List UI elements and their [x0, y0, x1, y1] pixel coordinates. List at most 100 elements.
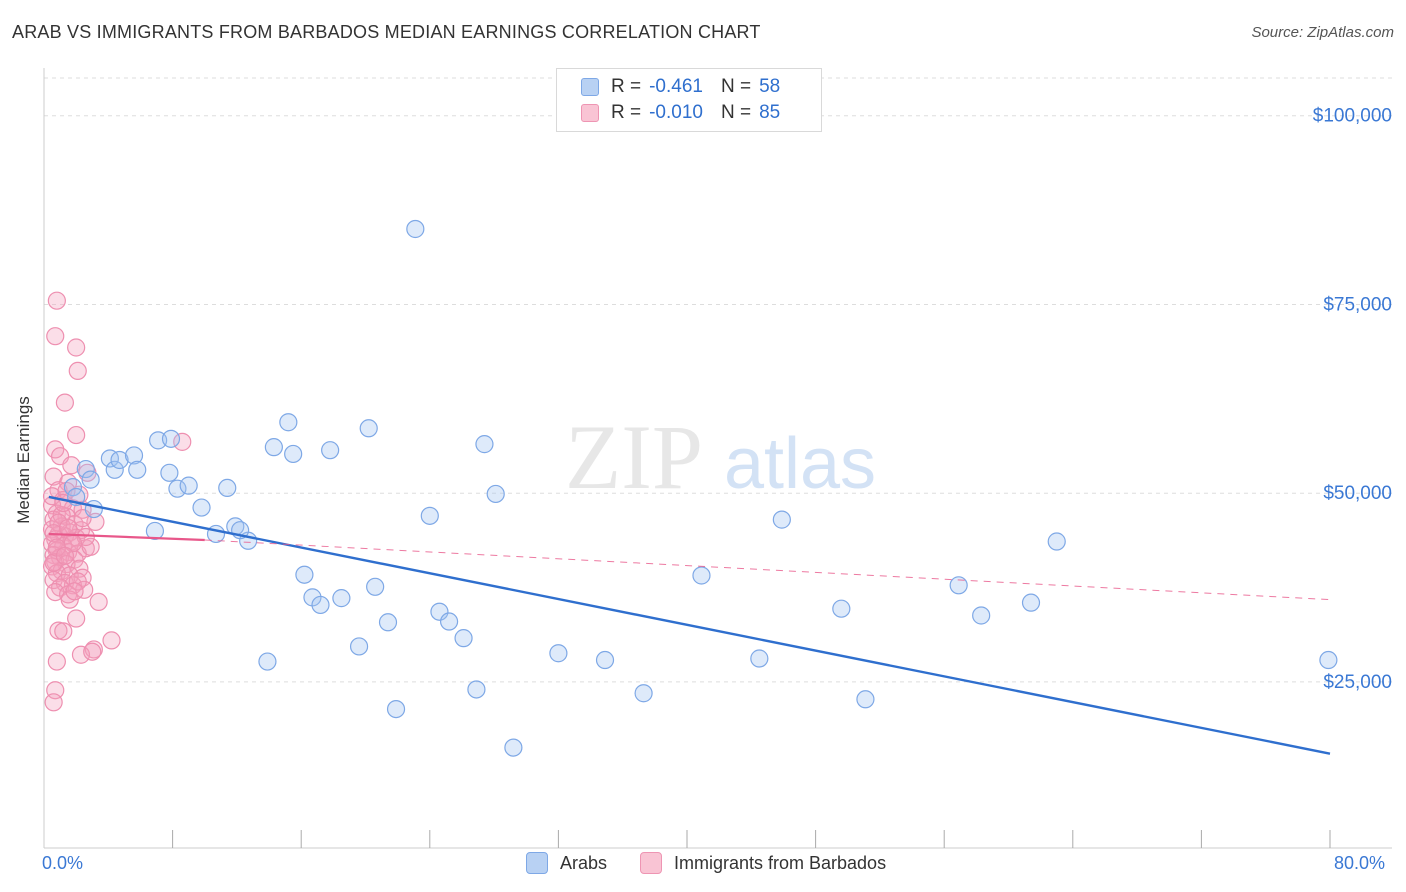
point-barbados — [68, 361, 87, 381]
point-arabs — [504, 738, 523, 757]
point-arabs — [549, 644, 568, 663]
x-tick-label-min: 0.0% — [42, 853, 84, 873]
point-barbados — [44, 553, 63, 572]
chart-title: ARAB VS IMMIGRANTS FROM BARBADOS MEDIAN … — [12, 22, 761, 42]
point-arabs — [949, 576, 968, 595]
watermark-atlas: atlas — [724, 424, 876, 504]
point-barbados — [65, 582, 84, 601]
point-arabs — [76, 459, 95, 479]
trend-line-barbados — [48, 532, 205, 542]
point-arabs — [160, 463, 179, 482]
point-barbados — [62, 456, 81, 475]
bottom-legend-swatch-barbados — [640, 852, 662, 874]
point-barbados — [47, 291, 66, 310]
bottom-legend-arabs: Arabs — [526, 852, 607, 874]
point-arabs — [430, 602, 449, 621]
point-arabs — [295, 565, 314, 584]
point-arabs — [63, 478, 83, 497]
point-barbados — [83, 642, 102, 661]
point-barbados — [67, 609, 86, 628]
point-arabs — [168, 479, 187, 498]
axes — [43, 68, 1392, 849]
legend-n-label: N = — [720, 102, 752, 123]
point-arabs — [84, 499, 103, 519]
point-arabs — [750, 649, 769, 668]
point-arabs — [467, 680, 486, 699]
point-arabs — [321, 441, 340, 460]
point-arabs — [856, 690, 875, 709]
point-barbados — [49, 621, 68, 640]
point-barbados — [46, 327, 65, 346]
legend-swatch-barbados — [581, 104, 599, 122]
legend: R = -0.461 N = 58 R = -0.010 N = 85 — [556, 68, 822, 132]
point-arabs — [972, 606, 991, 625]
point-arabs — [192, 498, 211, 517]
point-arabs — [359, 419, 378, 438]
point-barbados — [67, 425, 86, 445]
point-arabs — [100, 449, 120, 468]
trend-line-barbados-dashed — [204, 539, 1331, 601]
point-barbados — [71, 645, 91, 664]
point-arabs — [378, 613, 398, 632]
grid-lines — [44, 77, 1392, 683]
point-arabs — [284, 444, 303, 464]
point-arabs — [311, 595, 330, 615]
point-arabs — [692, 566, 711, 585]
legend-r-value: -0.010 — [649, 102, 703, 123]
legend-swatch-arabs — [581, 78, 599, 96]
point-arabs — [105, 460, 124, 479]
point-arabs — [1319, 650, 1338, 670]
point-arabs — [439, 612, 459, 631]
bottom-legend-label: Immigrants from Barbados — [674, 852, 887, 873]
point-arabs — [179, 476, 198, 495]
point-arabs — [279, 413, 298, 432]
point-arabs — [634, 684, 653, 703]
y-tick-labels: $25,000 $50,000 $75,000 $100,000 — [1313, 106, 1392, 693]
point-arabs — [475, 435, 494, 454]
point-arabs — [420, 506, 439, 525]
point-arabs — [110, 450, 129, 470]
point-arabs — [386, 699, 406, 719]
y-tick-label: $25,000 — [1323, 672, 1392, 693]
legend-r-label: R = — [611, 102, 642, 123]
point-arabs — [595, 650, 615, 670]
point-arabs — [486, 484, 505, 504]
watermark: ZIP atlas — [565, 406, 876, 508]
bottom-legend-swatch-arabs — [526, 852, 548, 874]
point-barbados — [55, 546, 74, 565]
watermark-zip: ZIP — [565, 406, 703, 508]
point-arabs — [366, 577, 385, 596]
bottom-legend-label: Arabs — [560, 852, 608, 873]
point-barbados — [89, 592, 108, 612]
series-arabs-points — [63, 219, 1338, 757]
point-barbados — [68, 572, 87, 591]
point-arabs — [349, 637, 369, 656]
point-barbados — [47, 652, 66, 671]
bottom-legend-barbados: Immigrants from Barbados — [640, 852, 886, 874]
point-barbados — [44, 693, 63, 712]
point-barbados — [173, 432, 192, 451]
point-arabs — [161, 429, 181, 448]
y-tick-label: $75,000 — [1323, 294, 1392, 315]
point-barbados — [102, 631, 121, 650]
point-arabs — [772, 510, 791, 529]
point-arabs — [124, 446, 144, 465]
point-arabs — [81, 470, 100, 489]
point-barbados — [59, 518, 78, 538]
point-arabs — [218, 478, 237, 498]
point-arabs — [454, 629, 473, 648]
point-arabs — [406, 219, 425, 239]
point-arabs — [145, 521, 165, 541]
legend-n-value: 58 — [759, 76, 781, 97]
point-barbados — [55, 393, 74, 412]
legend-n-value: 85 — [759, 102, 781, 123]
point-arabs — [128, 460, 147, 479]
legend-row-barbados: R = -0.010 N = 85 — [581, 101, 780, 125]
point-arabs — [264, 438, 283, 457]
point-arabs — [1021, 593, 1041, 612]
legend-r-value: -0.461 — [649, 76, 703, 97]
point-arabs — [832, 599, 851, 618]
point-barbados — [49, 513, 68, 532]
chart-source: Source: ZipAtlas.com — [1251, 24, 1394, 41]
